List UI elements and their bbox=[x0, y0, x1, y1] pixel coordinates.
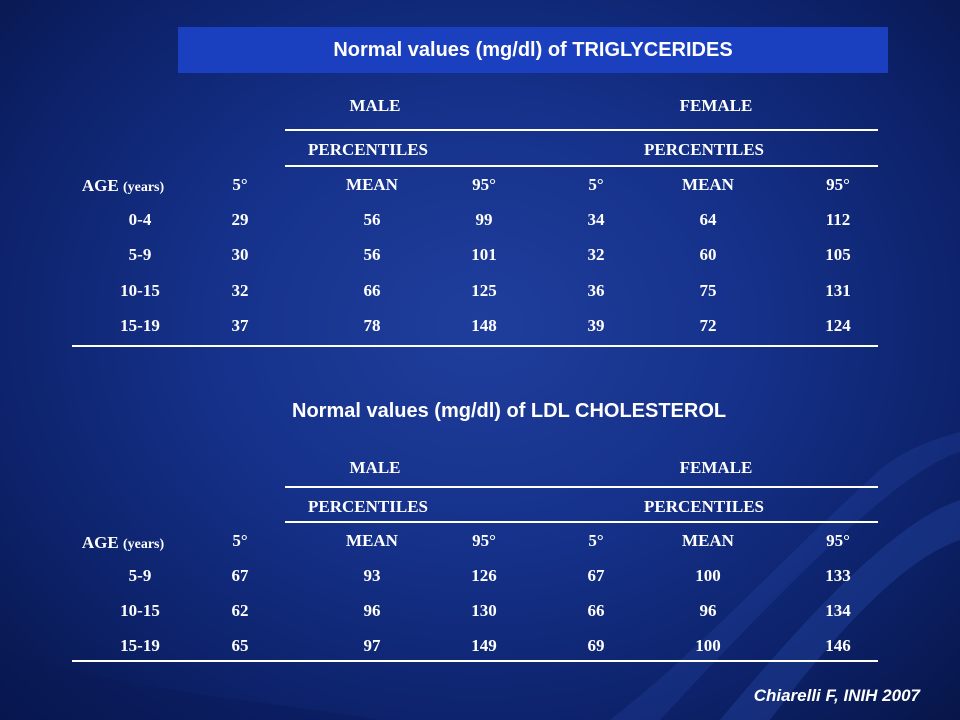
ldl-row-0-v0: 67 bbox=[231, 566, 249, 585]
tg-row-2-v0: 32 bbox=[231, 281, 249, 300]
ldl-row-0-v1: 93 bbox=[363, 566, 381, 585]
ldl-col-male-5: 5° bbox=[232, 531, 248, 550]
ldl-row-2-v5: 146 bbox=[825, 636, 851, 655]
tg-row-2-v5: 131 bbox=[825, 281, 851, 300]
tg-row-2-v4: 75 bbox=[699, 281, 717, 300]
triglycerides-title: Normal values (mg/dl) of TRIGLYCERIDES bbox=[333, 38, 733, 61]
ldl-col-female-5: 5° bbox=[588, 531, 604, 550]
tg-row-0-v4: 64 bbox=[699, 210, 717, 229]
citation: Chiarelli F, INIH 2007 bbox=[753, 686, 920, 705]
ldl-row-1-v1: 96 bbox=[363, 601, 381, 620]
tg-rule-2 bbox=[285, 165, 878, 167]
ldl-row-2-age: 15-19 bbox=[120, 636, 160, 655]
tg-age-header: AGE (years) bbox=[81, 176, 165, 195]
ldl-row-2-v2: 149 bbox=[471, 636, 497, 655]
tg-row-3-age: 15-19 bbox=[120, 316, 160, 335]
tg-col-female-5: 5° bbox=[588, 175, 604, 194]
tg-col-female-95: 95° bbox=[826, 175, 850, 194]
ldl-rule-1 bbox=[285, 486, 878, 488]
tg-row-3-v2: 148 bbox=[471, 316, 497, 335]
ldl-row-1-v5: 134 bbox=[825, 601, 851, 620]
ldl-row-0-age: 5-9 bbox=[128, 566, 152, 585]
ldl-col-female-mean: MEAN bbox=[682, 531, 734, 550]
tg-row-1-v3: 32 bbox=[587, 245, 605, 264]
tg-row-0-v0: 29 bbox=[231, 210, 249, 229]
ldl-col-male-95: 95° bbox=[472, 531, 496, 550]
tg-rule-1 bbox=[285, 129, 878, 131]
tg-row-0-v5: 112 bbox=[825, 210, 851, 229]
tg-row-2-age: 10-15 bbox=[120, 281, 160, 300]
tg-row-0-v3: 34 bbox=[587, 210, 605, 229]
tg-row-2-v3: 36 bbox=[587, 281, 605, 300]
tg-male-header: MALE bbox=[349, 96, 401, 115]
tg-row-2-v1: 66 bbox=[363, 281, 381, 300]
tg-row-1-v1: 56 bbox=[363, 245, 381, 264]
ldl-row-2-v4: 100 bbox=[695, 636, 721, 655]
tg-row-0-v1: 56 bbox=[363, 210, 381, 229]
tg-col-male-95: 95° bbox=[472, 175, 496, 194]
ldl-row-1-age: 10-15 bbox=[120, 601, 160, 620]
ldl-col-female-95: 95° bbox=[826, 531, 850, 550]
tg-col-male-mean: MEAN bbox=[346, 175, 398, 194]
ldl-row-2-v0: 65 bbox=[231, 636, 249, 655]
ldl-row-0-v3: 67 bbox=[587, 566, 605, 585]
tg-row-1-v0: 30 bbox=[231, 245, 249, 264]
tg-female-header: FEMALE bbox=[679, 96, 753, 115]
tg-row-1-v4: 60 bbox=[699, 245, 717, 264]
tg-row-1-v5: 105 bbox=[825, 245, 851, 264]
ldl-row-0-v5: 133 bbox=[825, 566, 851, 585]
tg-row-1-v2: 101 bbox=[471, 245, 497, 264]
ldl-male-percentiles: PERCENTILES bbox=[308, 497, 428, 516]
ldl-title: Normal values (mg/dl) of LDL CHOLESTEROL bbox=[292, 400, 727, 422]
triglycerides-title-box: Normal values (mg/dl) of TRIGLYCERIDES bbox=[178, 27, 888, 73]
ldl-row-0-v4: 100 bbox=[695, 566, 721, 585]
tg-row-3-v3: 39 bbox=[587, 316, 605, 335]
ldl-female-header: FEMALE bbox=[679, 458, 753, 477]
tg-row-1-age: 5-9 bbox=[128, 245, 152, 264]
tg-row-3-v0: 37 bbox=[231, 316, 249, 335]
ldl-row-2-v3: 69 bbox=[587, 636, 605, 655]
ldl-row-1-v3: 66 bbox=[587, 601, 605, 620]
ldl-row-1-v2: 130 bbox=[471, 601, 497, 620]
ldl-row-2-v1: 97 bbox=[363, 636, 381, 655]
ldl-row-1-v4: 96 bbox=[699, 601, 717, 620]
tg-row-0-age: 0-4 bbox=[128, 210, 152, 229]
ldl-age-header: AGE (years) bbox=[81, 533, 165, 552]
ldl-female-percentiles: PERCENTILES bbox=[644, 497, 764, 516]
tg-male-percentiles: PERCENTILES bbox=[308, 140, 428, 159]
ldl-male-header: MALE bbox=[349, 458, 401, 477]
tg-row-3-v5: 124 bbox=[825, 316, 851, 335]
ldl-col-male-mean: MEAN bbox=[346, 531, 398, 550]
tg-row-3-v4: 72 bbox=[699, 316, 717, 335]
ldl-rule-2 bbox=[285, 521, 878, 523]
ldl-row-1-v0: 62 bbox=[231, 601, 249, 620]
tg-row-0-v2: 99 bbox=[475, 210, 493, 229]
tg-row-3-v1: 78 bbox=[363, 316, 381, 335]
ldl-row-0-v2: 126 bbox=[471, 566, 497, 585]
tg-col-male-5: 5° bbox=[232, 175, 248, 194]
tg-col-female-mean: MEAN bbox=[682, 175, 734, 194]
tg-rule-bottom bbox=[72, 345, 878, 347]
tg-row-2-v2: 125 bbox=[471, 281, 497, 300]
tg-female-percentiles: PERCENTILES bbox=[644, 140, 764, 159]
ldl-rule-bottom bbox=[72, 660, 878, 662]
